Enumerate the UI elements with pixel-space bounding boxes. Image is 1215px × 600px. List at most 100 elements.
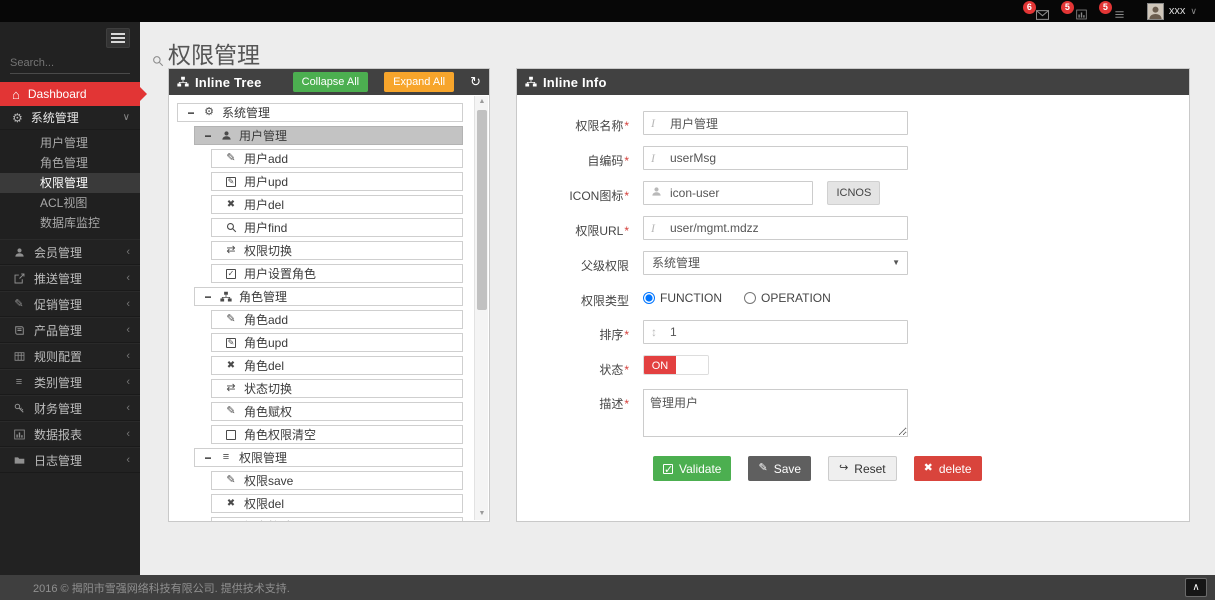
sidebar-subitem-权限管理[interactable]: 权限管理 [0,173,140,193]
delete-button[interactable]: ✖ delete [913,456,982,481]
collapse-toggle[interactable]: − [204,289,212,304]
main-content: 权限管理 Inline Tree Collapse All Expand All… [140,22,1215,575]
field-label-type: 权限类型 [580,294,629,308]
tree-node-角色管理[interactable]: − 角色管理 [194,287,463,306]
collapse-toggle[interactable]: − [204,128,212,143]
tree-node-权限save[interactable]: ✎ 权限save [211,471,463,490]
permission-url-input[interactable] [643,216,908,240]
radio-operation-input[interactable] [744,292,756,304]
radio-operation[interactable]: OPERATION [744,291,831,305]
sidebar-item-类别管理[interactable]: ≡ 类别管理 ‹ [0,369,140,395]
tree-body: − ⚙ 系统管理 − 用户管理 ✎ 用户add ✎ 用户upd ✖ 用户del 用户fi… [169,95,489,521]
tree-node-用户设置角色[interactable]: ✓ 用户设置角色 [211,264,463,283]
sidebar-subitem-ACL视图[interactable]: ACL视图 [40,196,88,210]
pencil-icon: ✎ [226,152,236,164]
sidebar-item-system[interactable]: ⚙ 系统管理 ∨ [0,106,140,130]
inline-tree-header: Inline Tree Collapse All Expand All ↻ [169,69,489,95]
sitemap-icon [177,76,189,88]
permission-icon-input[interactable] [643,181,813,205]
tree-node-角色add[interactable]: ✎ 角色add [211,310,463,329]
tree-node-权限del[interactable]: ✖ 权限del [211,494,463,513]
sidebar-subitem-数据库监控[interactable]: 数据库监控 [40,216,101,230]
radio-function-input[interactable] [643,292,655,304]
chevron-left-icon: ‹ [126,402,130,414]
permission-name-input[interactable] [643,111,908,135]
sidebar-item-财务管理[interactable]: 财务管理 ‹ [0,395,140,421]
sidebar-subitem-角色管理[interactable]: 角色管理 [40,156,89,170]
user-menu[interactable]: xxx ∨ [1146,2,1197,20]
field-label-code: 自编码* [587,154,629,168]
back-to-top-button[interactable]: ∧ [1185,578,1207,597]
radio-function[interactable]: FUNCTION [643,291,722,305]
notification-badge: 5 [1060,1,1074,14]
parent-permission-select[interactable]: 系统管理 [643,251,908,275]
validate-button[interactable]: ✓ Validate [653,456,732,481]
reset-button[interactable]: ↪ Reset [828,456,897,481]
chart-icon [12,429,26,440]
chevron-down-icon: ∨ [122,112,130,123]
save-button[interactable]: ✎ Save [748,456,812,481]
tree-node-权限管理[interactable]: − ≡ 权限管理 [194,448,463,467]
tree-node-系统管理[interactable]: − ⚙ 系统管理 [177,103,463,122]
chevron-left-icon: ‹ [126,428,130,440]
pencil-icon: ✎ [226,405,236,417]
user-avatar [1146,2,1164,20]
envelope-menu-button[interactable]: 6 [1022,1,1049,20]
sidebar-item-规则配置[interactable]: 规则配置 ‹ [0,343,140,369]
sidebar-item-会员管理[interactable]: 会员管理 ‹ [0,239,140,265]
scroll-down-icon[interactable]: ▼ [478,510,486,517]
sidebar-subitem-用户管理[interactable]: 用户管理 [40,136,89,150]
italic-icon: I [651,221,655,235]
tree-node-角色权限清空[interactable]: 角色权限清空 [211,425,463,444]
description-textarea[interactable]: 管理用户 [643,389,908,437]
sidebar-item-日志管理[interactable]: 日志管理 ‹ [0,447,140,473]
icnos-button[interactable]: ICNOS [827,181,881,205]
italic-icon: I [651,151,655,165]
collapse-all-button[interactable]: Collapse All [292,72,369,92]
panel-title: Inline Info [543,74,607,90]
tree-node-用户del[interactable]: ✖ 用户del [211,195,463,214]
list-icon: ≡ [15,375,23,388]
permission-code-input[interactable] [643,146,908,170]
sidebar-item-产品管理[interactable]: 产品管理 ‹ [0,317,140,343]
italic-icon: I [651,116,655,130]
tree-node-用户find[interactable]: 用户find [211,218,463,237]
sidebar-search [10,52,164,74]
tree-node-角色del[interactable]: ✖ 角色del [211,356,463,375]
expand-all-button[interactable]: Expand All [384,72,455,92]
search-icon[interactable] [152,54,164,72]
pencil-icon: ✎ [226,313,236,325]
scroll-up-icon[interactable]: ▲ [478,98,486,105]
navbar-notifications: 6 5 5 [1022,1,1125,20]
sidebar-item-dashboard[interactable]: ⌂ Dashboard [0,82,147,106]
scrollbar-thumb[interactable] [477,110,487,310]
sidebar-item-数据报表[interactable]: 数据报表 ‹ [0,421,140,447]
sidebar-toggle-button[interactable] [106,28,130,48]
refresh-icon[interactable]: ↻ [470,74,481,89]
tree-node-用户upd[interactable]: ✎ 用户upd [211,172,463,191]
tasks-menu-button[interactable]: 5 [1098,1,1125,20]
chevron-left-icon: ‹ [126,376,130,388]
chart-menu-button[interactable]: 5 [1060,1,1087,20]
tree-node-提交校验[interactable]: ✓提交校验 [211,517,463,521]
tree-node-角色upd[interactable]: ✎ 角色upd [211,333,463,352]
tree-node-用户add[interactable]: ✎ 用户add [211,149,463,168]
tree-node-权限切换[interactable]: ⇄ 权限切换 [211,241,463,260]
sidebar-item-推送管理[interactable]: 推送管理 ‹ [0,265,140,291]
tree-node-状态切换[interactable]: ⇄ 状态切换 [211,379,463,398]
chevron-left-icon: ‹ [126,298,130,310]
sidebar-sections: 会员管理 ‹ 推送管理 ‹ ✎ 促销管理 ‹ 产品管理 ‹ 规则配置 ‹ ≡ 类别管… [0,239,140,473]
collapse-toggle[interactable]: − [204,450,212,465]
tree-node-角色赋权[interactable]: ✎ 角色赋权 [211,402,463,421]
status-toggle[interactable]: ON [643,355,709,375]
tree-scrollbar[interactable]: ▲ ▼ [474,96,488,520]
sort-order-input[interactable] [643,320,908,344]
search-input[interactable] [10,56,152,69]
retweet-icon: ⇄ [226,244,236,256]
notification-badge: 5 [1098,1,1112,14]
sidebar-item-促销管理[interactable]: ✎ 促销管理 ‹ [0,291,140,317]
user-icon [651,186,662,200]
collapse-toggle[interactable]: − [187,105,195,120]
tree-node-用户管理[interactable]: − 用户管理 [194,126,463,145]
